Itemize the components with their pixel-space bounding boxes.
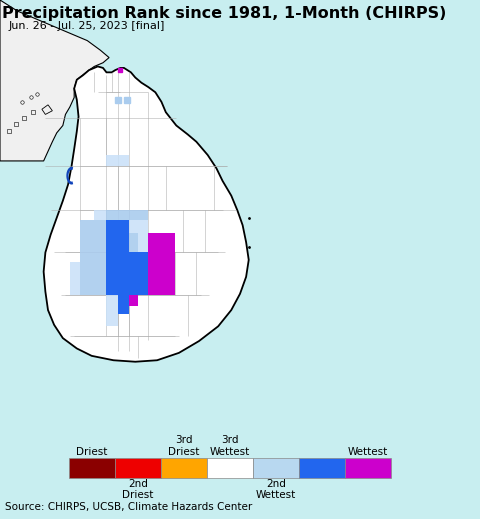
Polygon shape	[80, 220, 94, 233]
Bar	[161, 458, 207, 477]
Text: 2nd
Driest: 2nd Driest	[122, 479, 154, 500]
Text: Source: CHIRPS, UCSB, Climate Hazards Center: Source: CHIRPS, UCSB, Climate Hazards Ce…	[5, 501, 252, 512]
Polygon shape	[94, 233, 107, 252]
Bar	[253, 458, 299, 477]
Polygon shape	[44, 66, 249, 362]
Polygon shape	[107, 155, 118, 166]
Polygon shape	[107, 252, 129, 277]
Polygon shape	[138, 233, 148, 252]
Polygon shape	[129, 233, 138, 252]
Polygon shape	[107, 220, 118, 233]
Polygon shape	[80, 252, 107, 277]
Bar	[69, 458, 115, 477]
Polygon shape	[0, 0, 109, 161]
Polygon shape	[107, 314, 118, 326]
Polygon shape	[70, 262, 80, 277]
Polygon shape	[80, 277, 107, 295]
Polygon shape	[148, 277, 175, 295]
Polygon shape	[118, 295, 129, 314]
Polygon shape	[161, 233, 175, 252]
Polygon shape	[107, 295, 118, 314]
Polygon shape	[148, 252, 175, 277]
Polygon shape	[80, 233, 94, 252]
Bar	[345, 458, 391, 477]
Polygon shape	[94, 210, 107, 220]
Text: Precipitation Rank since 1981, 1-Month (CHIRPS): Precipitation Rank since 1981, 1-Month (…	[2, 6, 447, 21]
Polygon shape	[148, 233, 161, 252]
Bar	[299, 458, 345, 477]
Polygon shape	[129, 277, 148, 295]
Polygon shape	[107, 233, 129, 252]
Polygon shape	[129, 220, 148, 233]
Polygon shape	[129, 210, 148, 220]
Text: 2nd
Wettest: 2nd Wettest	[256, 479, 296, 500]
Text: Driest: Driest	[76, 447, 108, 457]
Bar	[115, 458, 161, 477]
Text: Wettest: Wettest	[348, 447, 388, 457]
Polygon shape	[129, 252, 148, 277]
Polygon shape	[118, 155, 129, 166]
Polygon shape	[42, 105, 52, 114]
Polygon shape	[107, 210, 129, 220]
Polygon shape	[107, 277, 129, 295]
Polygon shape	[70, 277, 80, 295]
Polygon shape	[129, 295, 138, 306]
Polygon shape	[94, 220, 107, 233]
Text: 3rd
Driest: 3rd Driest	[168, 435, 200, 457]
Text: 3rd
Wettest: 3rd Wettest	[210, 435, 250, 457]
Polygon shape	[118, 220, 129, 233]
Bar	[207, 458, 253, 477]
Polygon shape	[66, 167, 73, 185]
Text: Jun. 26 - Jul. 25, 2023 [final]: Jun. 26 - Jul. 25, 2023 [final]	[9, 21, 165, 31]
